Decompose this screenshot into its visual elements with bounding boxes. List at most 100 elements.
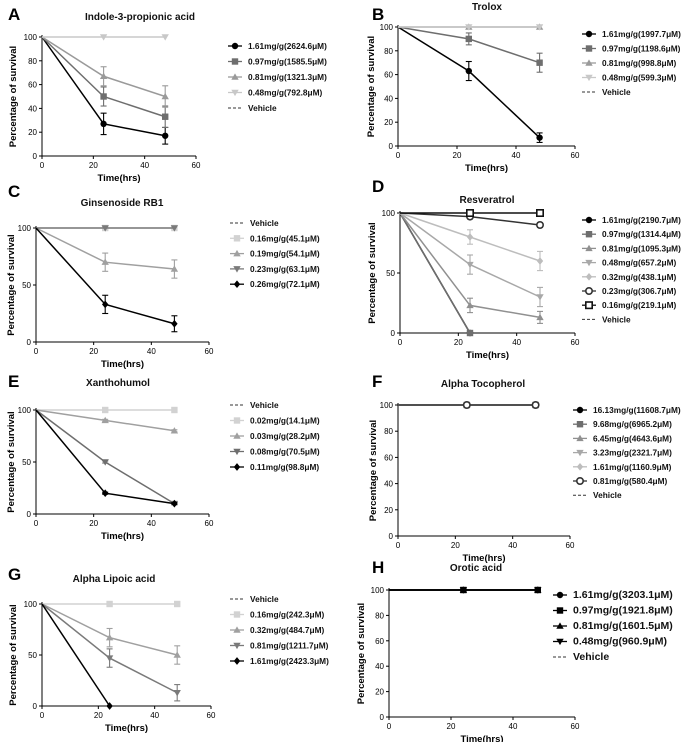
legend-label: 1.61mg/g(2190.7μM)	[602, 215, 681, 225]
legend-item: 0.16mg/g(219.1μM)	[582, 300, 676, 310]
data-point	[105, 655, 114, 662]
series-3	[35, 227, 179, 279]
data-point	[170, 225, 179, 232]
data-point	[102, 489, 109, 498]
x-tick-label: 60	[207, 711, 216, 720]
chart-title: Alpha Lipoic acid	[73, 574, 156, 585]
legend-marker	[233, 642, 241, 650]
y-tick-label: 100	[18, 224, 32, 233]
data-point	[465, 24, 473, 31]
legend-marker	[585, 272, 593, 281]
x-tick-label: 40	[147, 519, 156, 528]
series-3	[399, 212, 544, 324]
legend: Vehicle 0.16mg/g(242.3μM) 0.32mg/g(484.7μM…	[230, 594, 329, 666]
x-tick-label: 0	[40, 161, 45, 170]
data-point	[173, 690, 181, 697]
legend-item: 0.97mg/g(1921.8μM)	[553, 605, 673, 617]
legend-marker	[233, 417, 241, 424]
x-axis-label: Time(hrs)	[460, 734, 503, 742]
data-point	[171, 499, 178, 508]
legend-marker	[231, 58, 239, 65]
legend-label: 1.61mg/g(2624.6μM)	[248, 41, 327, 51]
series-1	[41, 36, 169, 145]
legend-marker	[233, 249, 241, 257]
legend-item: 0.19mg/g(54.1μM)	[230, 249, 320, 259]
y-tick-label: 0	[389, 532, 394, 541]
legend-marker	[233, 432, 241, 439]
legend-item: 0.02mg/g(14.1μM)	[230, 416, 320, 426]
legend-item: 9.68mg/g(6965.2μM)	[573, 419, 672, 429]
panel-h: H Orotic acid 0 20 40 60 80 100 0 20 40 60 Time(hrs)…	[356, 558, 673, 742]
x-tick-label: 40	[508, 541, 517, 550]
legend-label: 3.23mg/g(2321.7μM)	[593, 448, 672, 458]
data-point	[161, 92, 169, 100]
x-axis-label: Time(hrs)	[465, 163, 508, 174]
chart-title: Resveratrol	[459, 195, 514, 206]
y-tick-label: 0	[27, 338, 32, 347]
legend-marker	[233, 611, 241, 618]
x-tick-label: 0	[398, 338, 403, 347]
chart-title: Indole-3-propionic acid	[85, 12, 195, 23]
legend-label: 0.16mg/g(242.3μM)	[250, 610, 324, 620]
series-4	[36, 225, 179, 232]
data-point	[535, 209, 544, 218]
data-point	[162, 132, 169, 139]
legend-item: 0.81mg/g(1211.7μM)	[230, 641, 329, 651]
x-axis-label: Time(hrs)	[462, 553, 505, 564]
x-tick-label: 60	[566, 541, 575, 550]
legend-label: 0.08mg/g(70.5μM)	[250, 447, 320, 457]
data-point	[535, 221, 544, 230]
panel-f: F Alpha Tocopherol 0 20 40 60 80 100 0 20 40 60 Time…	[368, 372, 681, 564]
legend-marker	[556, 622, 564, 629]
series-2	[397, 26, 543, 73]
legend-marker	[233, 280, 241, 289]
x-axis-label: Time(hrs)	[101, 531, 144, 542]
legend-marker	[576, 449, 584, 457]
legend-label: 0.81mg/g(1601.5μM)	[573, 620, 673, 632]
series-4	[42, 34, 169, 41]
legend-label: 0.81mg/g(1095.3μM)	[602, 243, 681, 253]
y-axis-label: Percentage of survival	[6, 411, 17, 512]
data-point	[102, 300, 109, 309]
legend: 1.61mg/g(2624.6μM) 0.97mg/g(1585.5μM) 0.81…	[228, 41, 327, 113]
series-5	[35, 227, 178, 333]
legend-label: Vehicle	[248, 103, 277, 113]
legend-marker	[585, 74, 593, 82]
series-3	[35, 409, 179, 434]
legend-label: 0.16mg/g(219.1μM)	[602, 300, 676, 310]
data-point	[105, 633, 114, 641]
panel-letter: D	[372, 177, 384, 196]
y-tick-label: 40	[384, 94, 393, 103]
panel-b: B Trolox 0 20 40 60 80 100 0 20 40 60 Time(hrs) Perce…	[366, 2, 681, 174]
legend-label: 9.68mg/g(6965.2μM)	[593, 419, 672, 429]
x-tick-label: 0	[396, 151, 401, 160]
panel-letter: A	[8, 5, 20, 24]
x-axis-label: Time(hrs)	[105, 723, 148, 734]
legend-item: 0.48mg/g(599.3μM)	[582, 73, 676, 83]
y-tick-label: 60	[384, 71, 393, 80]
legend-item: 0.81mg/g(1601.5μM)	[553, 620, 673, 632]
legend-item: 1.61mg/g(2624.6μM)	[228, 41, 327, 51]
data-point	[101, 459, 109, 466]
y-tick-label: 60	[384, 453, 393, 462]
legend-marker	[233, 626, 241, 633]
chart-title: Orotic acid	[450, 563, 502, 574]
legend-item: 1.61mg/g(2423.3μM)	[230, 656, 329, 666]
data-point	[459, 587, 468, 594]
x-tick-label: 60	[205, 519, 214, 528]
series-2	[36, 406, 178, 414]
legend-marker	[585, 216, 593, 224]
data-point	[465, 67, 472, 75]
legend-item: 0.23mg/g(63.1μM)	[230, 264, 320, 274]
data-point	[536, 294, 544, 301]
panel-letter: G	[8, 565, 21, 584]
legend-label: Vehicle	[250, 400, 279, 410]
data-point	[531, 400, 540, 409]
legend-marker	[585, 45, 593, 52]
legend-marker	[231, 42, 239, 50]
y-axis-label: Percentage of survival	[6, 234, 17, 335]
series-5	[41, 603, 113, 710]
y-tick-label: 80	[384, 427, 393, 436]
data-point	[534, 587, 542, 594]
